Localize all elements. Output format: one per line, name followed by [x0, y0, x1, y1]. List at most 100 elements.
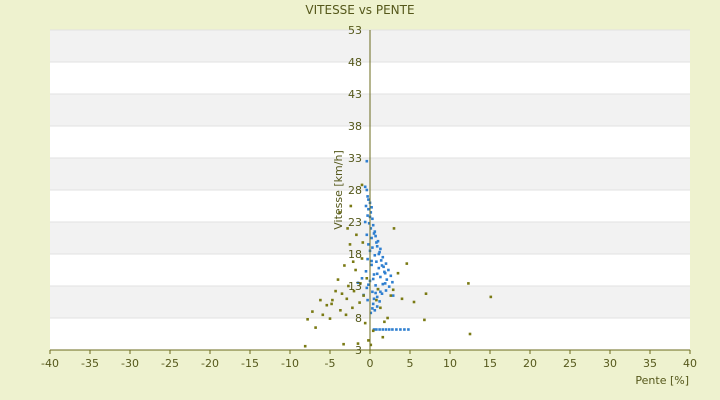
data-point: [351, 260, 355, 263]
x-tick-label: -10: [281, 357, 299, 370]
data-point: [374, 284, 377, 287]
data-point: [400, 297, 404, 301]
y-tick-label: 3: [355, 344, 362, 357]
data-point: [349, 204, 353, 208]
data-point: [369, 343, 373, 347]
data-point: [389, 274, 393, 278]
data-point: [384, 262, 388, 265]
data-point: [306, 318, 309, 321]
x-tick-label: -15: [241, 357, 259, 370]
data-point: [385, 278, 389, 281]
data-point: [354, 268, 357, 272]
data-point: [367, 222, 371, 225]
data-point: [372, 297, 376, 301]
data-point: [375, 241, 378, 244]
data-point: [365, 188, 369, 192]
data-point: [356, 281, 360, 285]
data-point: [367, 207, 370, 211]
data-point: [379, 275, 382, 279]
data-point: [371, 246, 374, 249]
data-point: [370, 206, 373, 209]
y-tick-label: 48: [348, 56, 362, 69]
x-tick-label: -25: [161, 357, 179, 370]
data-point: [374, 291, 377, 295]
data-point: [396, 271, 400, 275]
data-point: [369, 311, 373, 315]
x-axis-title: Pente [%]: [635, 374, 689, 387]
data-point: [391, 294, 395, 297]
data-point: [371, 290, 374, 294]
data-point: [334, 289, 337, 293]
data-point: [375, 272, 379, 276]
data-point: [319, 298, 322, 302]
x-tick-label: -35: [81, 357, 99, 370]
y-tick-label: 23: [348, 216, 362, 229]
x-tick-label: 0: [367, 357, 374, 370]
data-point: [405, 262, 409, 265]
x-tick-label: 5: [407, 357, 414, 370]
data-point: [374, 234, 377, 238]
data-point: [325, 303, 329, 307]
data-point: [371, 223, 375, 227]
data-point: [370, 236, 373, 240]
data-point: [359, 282, 362, 285]
data-point: [412, 300, 416, 304]
data-point: [372, 232, 376, 235]
x-tick-label: 25: [563, 357, 577, 370]
data-point: [377, 252, 381, 256]
data-point: [369, 211, 373, 214]
y-tick-label: 18: [348, 248, 362, 261]
data-point: [347, 284, 350, 288]
data-point: [391, 280, 394, 284]
data-point: [343, 264, 346, 267]
x-tick-label: -40: [41, 357, 59, 370]
data-point: [328, 317, 332, 320]
data-point: [468, 332, 472, 336]
data-point: [366, 298, 369, 302]
data-point: [336, 278, 340, 281]
y-tick-label: 38: [348, 120, 362, 133]
data-point: [360, 257, 364, 260]
data-point: [407, 328, 410, 331]
data-point: [365, 277, 369, 280]
data-point: [387, 268, 390, 272]
data-point: [423, 318, 426, 322]
data-point: [363, 220, 367, 224]
data-point: [366, 195, 369, 198]
data-point: [356, 342, 360, 345]
axes: [49, 30, 691, 354]
data-point: [379, 247, 382, 251]
data-point: [381, 255, 385, 259]
data-point: [361, 241, 365, 244]
data-point: [380, 292, 384, 295]
data-point: [376, 287, 380, 291]
data-point: [379, 306, 382, 310]
data-point: [389, 294, 393, 297]
y-tick-label: 53: [348, 24, 362, 37]
data-point: [375, 328, 378, 331]
data-point: [352, 289, 356, 293]
data-point: [403, 328, 406, 331]
data-point: [424, 292, 428, 295]
chart-title: VITESSE vs PENTE: [305, 3, 414, 17]
data-point: [379, 259, 383, 262]
data-point: [360, 183, 364, 187]
data-point: [386, 316, 389, 320]
data-point: [355, 233, 358, 237]
data-point: [365, 286, 369, 290]
x-tick-label: 15: [483, 357, 497, 370]
data-point: [346, 227, 349, 230]
data-point: [367, 339, 370, 342]
data-point: [340, 292, 344, 295]
y-tick-label: 28: [348, 184, 362, 197]
data-point: [366, 214, 369, 217]
x-tick-label: 20: [523, 357, 537, 370]
data-point: [321, 313, 325, 317]
data-point: [364, 270, 368, 273]
data-point: [367, 243, 370, 246]
x-tick-label: -30: [121, 357, 139, 370]
data-point: [381, 328, 385, 331]
data-point: [375, 305, 379, 308]
x-tick-label: -5: [325, 357, 336, 370]
